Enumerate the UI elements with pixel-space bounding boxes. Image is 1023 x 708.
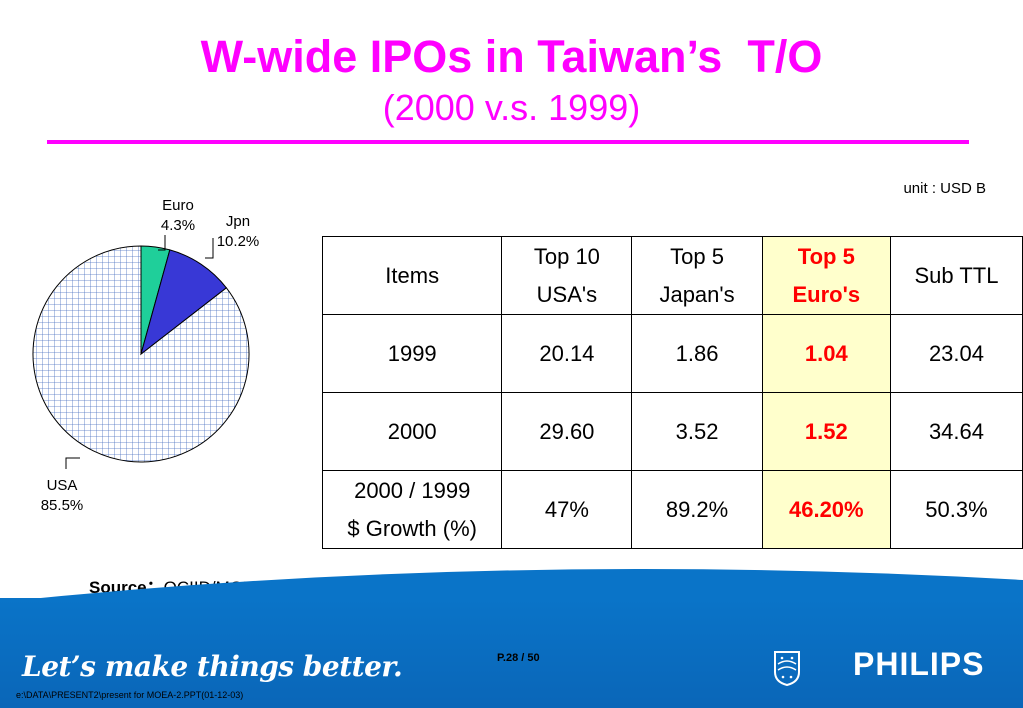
- column-header: Top 10 USA's: [501, 236, 633, 315]
- header-text: Top 10: [533, 243, 600, 269]
- row-label: 2000 / 1999 $ Growth (%): [321, 470, 503, 549]
- table-cell: 47%: [501, 470, 633, 549]
- table-cell: 46.20%: [761, 470, 891, 549]
- pie-label-name: Jpn: [226, 213, 250, 230]
- table-cell: 1.86: [631, 314, 763, 393]
- pie-leader-line: [205, 238, 214, 259]
- header-text: Euro's: [792, 281, 861, 307]
- file-path: e:\DATA\PRESENT2\present for MOEA-2.PPT(…: [16, 690, 244, 700]
- pie-label-value: 4.3%: [161, 217, 195, 234]
- header-text: USA's: [536, 281, 598, 307]
- table-row: 1999 20.14 1.86 1.04 23.04: [321, 314, 1023, 393]
- column-header: Top 5 Japan's: [631, 236, 763, 315]
- pie-label-value: 10.2%: [217, 233, 260, 250]
- row-label-text: 2000 / 1999: [354, 477, 471, 503]
- table-cell: 89.2%: [631, 470, 763, 549]
- table-cell: 50.3%: [889, 470, 1023, 549]
- table-cell: 29.60: [501, 392, 633, 471]
- philips-shield-icon: [774, 651, 800, 686]
- pie-chart: USA 85.5% Euro 4.3% Jpn 10.2%: [32, 197, 260, 514]
- row-label-text: $ Growth (%): [347, 515, 477, 541]
- table-cell: 23.04: [889, 314, 1023, 393]
- slide-title: W-wide IPOs in Taiwan’s T/O: [200, 31, 823, 82]
- row-label-text: 2000: [387, 418, 437, 444]
- pie-leader-line: [158, 235, 166, 251]
- table-row: 2000 29.60 3.52 1.52 34.64: [321, 392, 1023, 471]
- table-row: 2000 / 1999 $ Growth (%) 47% 89.2% 46.20% 50.…: [321, 470, 1023, 549]
- page-number: P.28 / 50: [497, 652, 540, 664]
- philips-logo-text: PHILIPS: [853, 646, 985, 682]
- header-text: Top 5: [797, 243, 855, 269]
- pie-leader-line: [65, 457, 80, 469]
- table-header-row: Items Top 10 USA's Top 5 Japan's Top 5 Euro's S…: [321, 236, 1023, 315]
- header-text: Items: [385, 262, 440, 288]
- table-cell: 34.64: [889, 392, 1023, 471]
- table-cell: 1.04: [761, 314, 891, 393]
- footer-band: [0, 598, 1023, 708]
- table-cell: 1.52: [761, 392, 891, 471]
- header-text: Sub TTL: [914, 262, 999, 288]
- pie-label-value: 85.5%: [41, 497, 84, 514]
- header-text: Top 5: [670, 243, 724, 269]
- header-text: Japan's: [659, 281, 735, 307]
- column-header: Sub TTL: [889, 236, 1023, 315]
- table-cell: 3.52: [631, 392, 763, 471]
- data-table: Items Top 10 USA's Top 5 Japan's Top 5 Euro's S…: [321, 236, 1023, 549]
- unit-label: unit : USD B: [903, 180, 986, 197]
- row-label: 2000: [321, 392, 503, 471]
- pie-slice-jpn: [140, 249, 228, 356]
- pie-label-name: Euro: [162, 197, 194, 214]
- column-header: Items: [321, 236, 503, 315]
- pie-label-name: USA: [47, 477, 78, 494]
- table-cell: 20.14: [501, 314, 633, 393]
- slogan: Let’s make things better.: [22, 650, 403, 683]
- row-label: 1999: [321, 314, 503, 393]
- column-header: Top 5 Euro's: [761, 236, 891, 315]
- row-label-text: 1999: [387, 340, 437, 366]
- slide-subtitle: (2000 v.s. 1999): [382, 87, 641, 128]
- title-underline: [47, 140, 969, 144]
